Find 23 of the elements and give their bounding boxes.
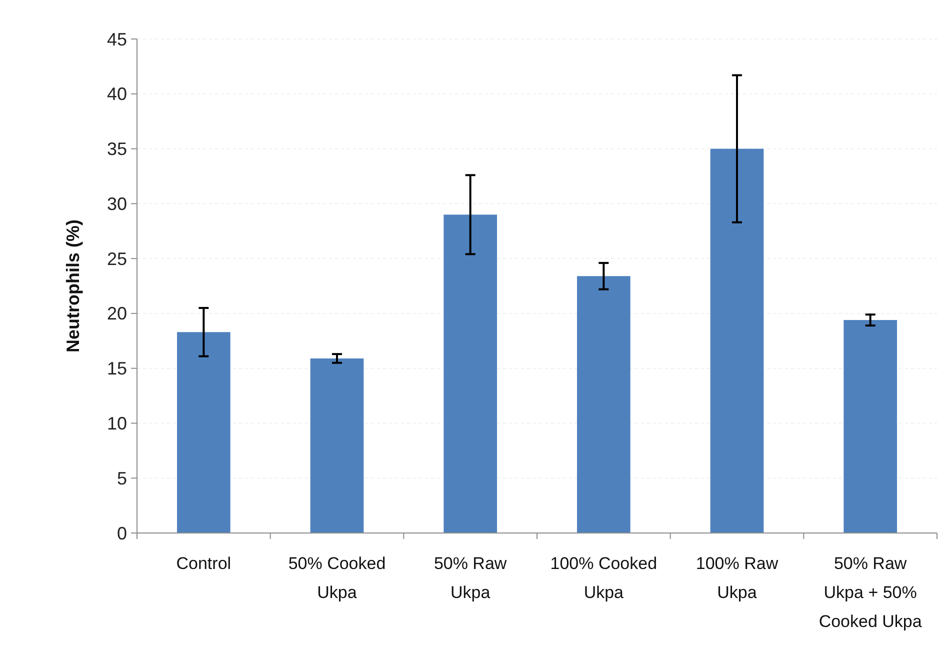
x-tick-label: 100% Cooked Ukpa [550, 554, 658, 602]
bar [844, 320, 897, 533]
y-tick-label: 35 [106, 139, 127, 160]
x-tick-label: 50% Raw Ukpa [434, 554, 508, 602]
x-tick-label: 50% Raw Ukpa + 50% Cooked Ukpa [818, 554, 922, 631]
x-tick-label: 100% Raw Ukpa [696, 554, 779, 602]
y-tick-label: 20 [106, 304, 127, 324]
bar [177, 332, 230, 533]
y-tick-label: 25 [106, 248, 127, 269]
y-tick-label: 10 [106, 414, 127, 434]
y-tick-label: 15 [106, 358, 127, 379]
bar [577, 276, 630, 533]
bar [310, 358, 364, 533]
x-tick-label: Control [176, 554, 232, 573]
y-tick-label: 0 [116, 523, 127, 544]
bar [444, 214, 497, 533]
y-axis-title: Neutrophils (%) [63, 220, 83, 352]
x-tick-label: 50% Cooked Ukpa [288, 554, 386, 602]
y-tick-label: 30 [106, 194, 127, 214]
bar [710, 148, 764, 533]
y-tick-label: 40 [106, 84, 127, 104]
y-tick-label: 45 [106, 29, 127, 50]
y-tick-label: 5 [116, 468, 127, 488]
